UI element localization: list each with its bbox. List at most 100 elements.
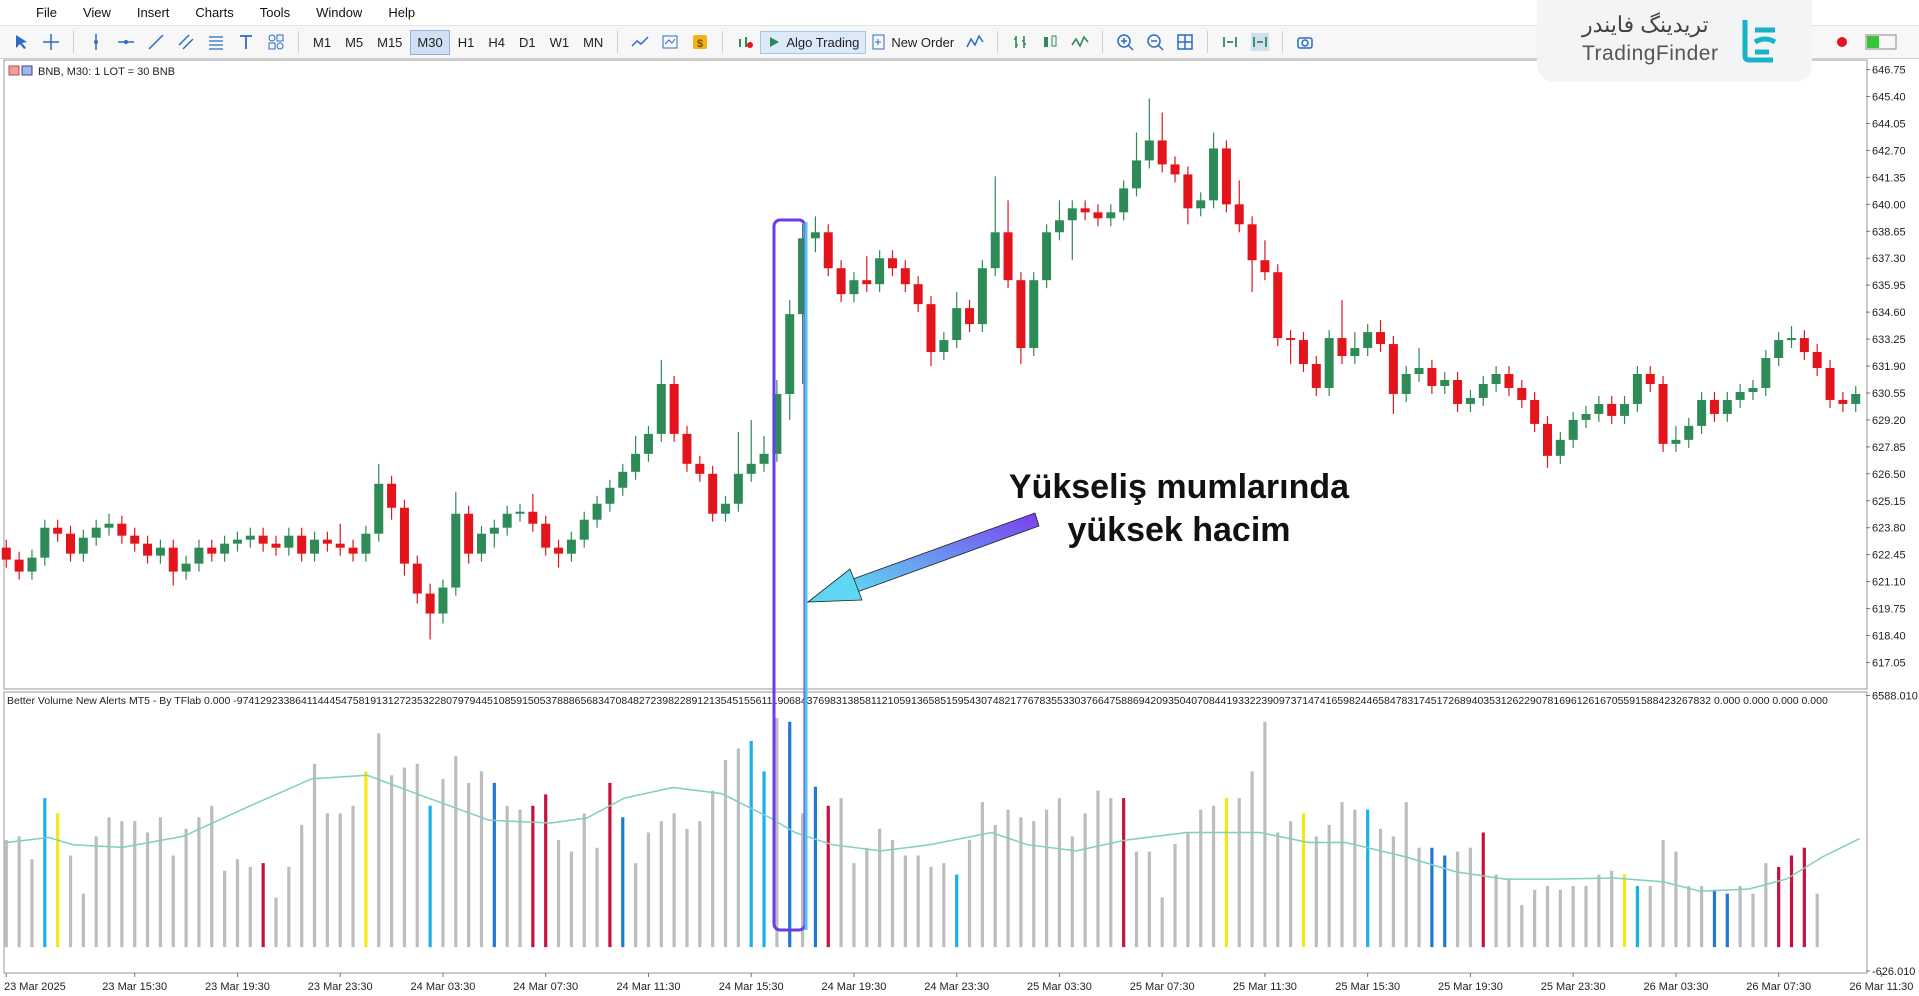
- separator: [617, 31, 619, 53]
- candle-body: [643, 433, 653, 454]
- timeframe-button[interactable]: MN: [583, 34, 604, 50]
- algo-trading-button[interactable]: Algo Trading: [760, 30, 867, 54]
- x-tick-label: 24 Mar 03:30: [411, 981, 476, 993]
- new-order-button[interactable]: New Order: [866, 31, 960, 53]
- x-tick-label: 24 Mar 23:30: [924, 981, 989, 993]
- candles-button[interactable]: [1041, 33, 1059, 51]
- x-tick-label: 25 Mar 11:30: [1233, 981, 1297, 993]
- candle-body: [220, 543, 230, 554]
- candle-body: [1388, 344, 1398, 394]
- timeframe-button[interactable]: M30: [410, 29, 450, 55]
- timeframe-button[interactable]: M15: [377, 34, 403, 50]
- chart-type-button[interactable]: [631, 33, 649, 51]
- candle-body: [1209, 148, 1219, 201]
- candle-body: [1221, 148, 1231, 205]
- menu-item[interactable]: Help: [388, 5, 416, 20]
- candle-body: [1851, 393, 1861, 404]
- shapes-tool[interactable]: [267, 33, 285, 51]
- candle-body: [91, 527, 101, 538]
- menu-item[interactable]: View: [82, 5, 111, 20]
- candle-body: [682, 433, 692, 464]
- candle-body: [1838, 399, 1848, 404]
- autoscroll-button[interactable]: [1221, 33, 1239, 51]
- candle-body: [1594, 403, 1604, 414]
- cursor-tool[interactable]: [12, 33, 30, 51]
- candle-body: [810, 232, 820, 239]
- tile-button[interactable]: [1176, 33, 1194, 51]
- zoom-in-button[interactable]: [1116, 33, 1134, 51]
- candle-body: [1542, 423, 1552, 456]
- candle-body: [1042, 232, 1052, 281]
- fibo-tool[interactable]: [207, 33, 225, 51]
- market-button[interactable]: $: [691, 33, 709, 51]
- candle-body: [1054, 220, 1064, 233]
- text-tool[interactable]: [237, 33, 255, 51]
- candle-body: [875, 258, 885, 285]
- y-tick-label: 625.15: [1872, 496, 1906, 508]
- bars-button[interactable]: [1011, 33, 1029, 51]
- y-tick-label: 634.60: [1872, 307, 1906, 319]
- indicator-button[interactable]: [966, 33, 984, 51]
- timeframe-button[interactable]: W1: [549, 34, 570, 50]
- timeframe-button[interactable]: M5: [345, 34, 364, 50]
- candle-body: [618, 471, 628, 488]
- timeframe-button[interactable]: H1: [457, 34, 475, 50]
- line-button[interactable]: [1071, 33, 1089, 51]
- logo-persian: تریدینگ فایندر: [1582, 12, 1709, 37]
- candle-body: [1478, 383, 1488, 398]
- candle-body: [322, 539, 332, 544]
- candle-body: [1093, 212, 1103, 219]
- menu-item[interactable]: File: [36, 5, 57, 20]
- candle-body: [1324, 338, 1334, 388]
- y-tick-label: 621.10: [1872, 577, 1906, 589]
- separator: [298, 31, 299, 53]
- candle-body: [1568, 419, 1578, 440]
- menu-item[interactable]: Insert: [136, 5, 170, 20]
- screenshot-button[interactable]: [1296, 33, 1314, 51]
- candle-body: [14, 559, 24, 572]
- template-button[interactable]: [661, 33, 679, 51]
- candle-body: [939, 340, 949, 353]
- candle-body: [1144, 140, 1154, 161]
- zoom-out-button[interactable]: [1146, 33, 1164, 51]
- signals-button[interactable]: [736, 33, 754, 51]
- candle-body: [1401, 374, 1411, 394]
- menu-item[interactable]: Tools: [259, 5, 291, 20]
- candle-body: [284, 535, 294, 548]
- shift-button[interactable]: [1251, 33, 1270, 51]
- candle-body: [207, 547, 217, 554]
- x-tick-label: 23 Mar 23:30: [308, 981, 373, 993]
- candle-body: [181, 563, 191, 572]
- separator: [1282, 31, 1284, 53]
- candle-body: [977, 268, 987, 325]
- candle-body: [245, 535, 255, 540]
- y-tick-label: 638.65: [1872, 226, 1906, 238]
- candle-body: [1337, 338, 1347, 357]
- candle-body: [605, 487, 615, 504]
- candle-body: [515, 511, 525, 514]
- candle-body: [425, 593, 435, 614]
- candle-body: [849, 280, 859, 295]
- candle-body: [862, 280, 872, 285]
- menu-item[interactable]: Charts: [195, 5, 234, 20]
- candle-body: [1016, 280, 1026, 349]
- y-tick-label: 626.50: [1872, 469, 1906, 481]
- vline-tool[interactable]: [87, 33, 105, 51]
- candle-body: [335, 543, 345, 548]
- timeframe-button[interactable]: D1: [518, 34, 536, 50]
- timeframe-button[interactable]: M1: [313, 34, 332, 50]
- crosshair-tool[interactable]: [42, 33, 60, 51]
- candle-body: [258, 535, 268, 544]
- hline-tool[interactable]: [117, 33, 135, 51]
- channel-tool[interactable]: [177, 33, 195, 51]
- trendline-tool[interactable]: [147, 33, 165, 51]
- candle-body: [27, 557, 37, 572]
- y-tick-label: 642.70: [1872, 145, 1906, 157]
- candle-body: [1067, 208, 1077, 221]
- volume-panel-frame: [3, 691, 1868, 974]
- candle-body: [1581, 413, 1591, 420]
- timeframe-button[interactable]: H4: [488, 34, 505, 50]
- candle-body: [1491, 374, 1501, 384]
- menu-item[interactable]: Window: [316, 5, 363, 20]
